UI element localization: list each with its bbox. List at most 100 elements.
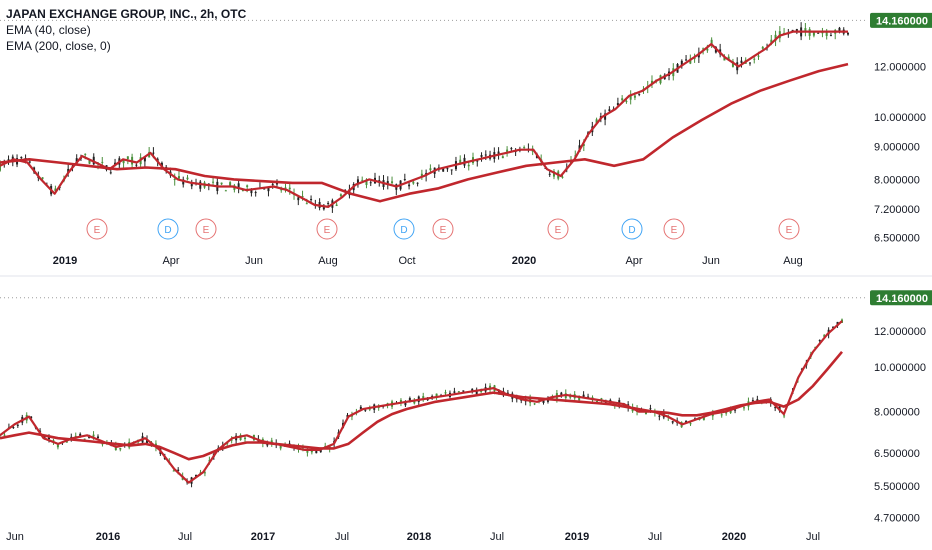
candle-body: [757, 55, 760, 57]
candle-body: [582, 143, 585, 146]
candle-body: [30, 416, 33, 419]
candle-body: [310, 198, 313, 201]
candle-body: [75, 158, 78, 164]
x-tick-label: Jul: [648, 531, 662, 543]
x-tick-label: Apr: [625, 255, 642, 267]
candle-body: [569, 395, 572, 398]
candle-body: [753, 58, 756, 60]
candle-body: [250, 189, 253, 194]
candle-body: [523, 147, 526, 149]
candle-body: [561, 176, 564, 178]
top-pane[interactable]: 12.000000 10.000000 9.000000 8.000000 7.2000…: [0, 12, 932, 267]
candle-body: [173, 178, 176, 181]
y-tick-label: 9.000000: [874, 142, 920, 154]
candle-body: [195, 474, 198, 477]
candle-body: [369, 182, 372, 184]
candle-body: [84, 153, 87, 155]
candle-body: [740, 60, 743, 63]
candle-body: [368, 408, 371, 410]
x-tick-label: Aug: [783, 255, 803, 267]
candle-body: [20, 157, 23, 159]
candle-body: [404, 402, 407, 406]
candle-body: [431, 396, 434, 398]
candle-body: [734, 409, 737, 411]
candle-body: [489, 385, 492, 389]
candle-body: [459, 159, 462, 165]
candle-body: [420, 173, 423, 178]
candle-body: [288, 187, 291, 190]
candle-body: [28, 161, 31, 163]
candle-body: [720, 414, 723, 416]
candle-body: [658, 415, 661, 417]
candle-body: [279, 444, 282, 449]
x-tick-label: Jun: [6, 531, 24, 543]
ema-slow-line: [0, 350, 843, 461]
candle-body: [275, 182, 278, 185]
x-tick-label: 2020: [512, 255, 536, 267]
candle-body: [727, 56, 730, 60]
candle-body: [644, 412, 647, 415]
candle-body: [476, 160, 479, 162]
candle-body: [453, 391, 456, 393]
candle-body: [501, 156, 504, 159]
legend-title: JAPAN EXCHANGE GROUP, INC., 2h, OTC: [6, 7, 247, 21]
candle-body: [426, 398, 429, 401]
candle-body: [467, 164, 470, 167]
bottom-pane[interactable]: 12.000000 10.000000 8.000000 6.500000 5.5000…: [0, 290, 932, 543]
candle-body: [783, 415, 786, 417]
candle-body: [364, 409, 367, 411]
candle-body: [284, 187, 287, 189]
candle-body: [832, 326, 835, 329]
x-tick-label: Oct: [398, 255, 415, 267]
candle-body: [43, 436, 46, 439]
candle-body: [821, 32, 824, 34]
event-marker-label: E: [94, 225, 101, 236]
y-tick-label: 6.500000: [874, 232, 920, 244]
candle-body: [621, 98, 624, 101]
event-marker-label: E: [203, 225, 210, 236]
candle-body: [244, 437, 247, 440]
candle-body: [16, 424, 19, 426]
candle-body: [83, 438, 86, 440]
event-marker: [778, 218, 800, 240]
candle-body: [748, 62, 751, 64]
candle-body: [190, 183, 193, 187]
event-marker: [663, 218, 685, 240]
candle-body: [506, 392, 509, 394]
candle-body: [143, 156, 146, 162]
candle-body: [3, 434, 6, 436]
candle-body: [847, 32, 849, 35]
event-marker-label: E: [324, 225, 331, 236]
chart-legend: JAPAN EXCHANGE GROUP, INC., 2h, OTC EMA …: [6, 6, 246, 54]
candle-body: [280, 189, 283, 191]
candle-body: [212, 181, 215, 183]
candle-body: [710, 39, 713, 45]
candle-body: [305, 203, 308, 205]
ema-slow-line: [0, 62, 849, 203]
ema-fast-line: [0, 30, 848, 208]
candle-body: [723, 57, 726, 61]
candle-body: [542, 399, 545, 403]
candle-body: [595, 119, 598, 123]
candle-body: [480, 390, 483, 392]
event-marker: [432, 218, 454, 240]
event-marker-label: E: [671, 225, 678, 236]
candle-body: [742, 407, 745, 409]
candle-body: [770, 39, 773, 43]
candle-body: [48, 437, 51, 440]
candle-body: [224, 190, 227, 192]
candle-body: [339, 194, 342, 197]
candle-body: [408, 398, 411, 402]
candle-body: [386, 181, 389, 185]
candle-body: [475, 389, 478, 395]
y-tick-label: 7.200000: [874, 204, 920, 216]
candle-body: [595, 401, 598, 403]
candle-body: [177, 176, 180, 179]
candle-body: [497, 151, 500, 155]
candle-body: [416, 182, 419, 184]
candle-body: [446, 168, 449, 170]
event-marker-label: E: [440, 225, 447, 236]
y-tick-label: 12.000000: [874, 326, 926, 338]
candle-body: [838, 27, 841, 31]
